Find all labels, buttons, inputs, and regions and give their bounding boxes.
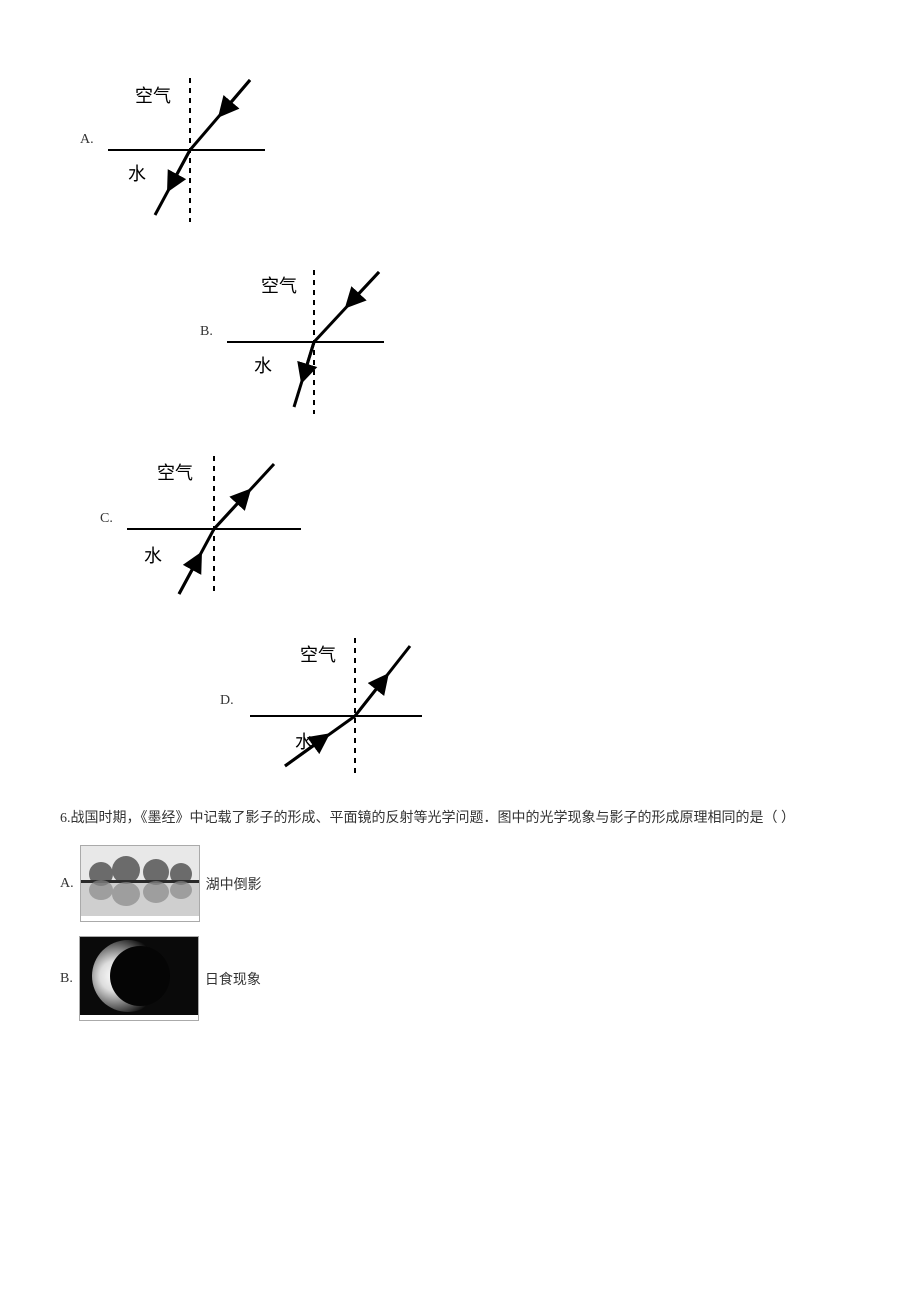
water-label: 水 — [144, 546, 162, 566]
option-c-label: C. — [100, 511, 113, 527]
option-c-row: C. 空气 水 — [100, 434, 860, 604]
q6-option-a-label: A. — [60, 876, 74, 892]
air-label: 空气 — [157, 463, 193, 483]
option-d-label: D. — [220, 693, 234, 709]
option-a-diagram: 空气 水 — [100, 50, 270, 230]
option-d-diagram: 空气 水 — [240, 616, 430, 786]
option-b-row: B. 空气 水 — [200, 242, 860, 422]
q6-option-a-image — [80, 845, 200, 922]
option-b-label: B. — [200, 324, 213, 340]
water-label: 水 — [128, 164, 146, 184]
option-a-row: A. 空气 水 — [80, 50, 860, 230]
question-6-text: 6.战国时期，《墨经》中记载了影子的形成、平面镜的反射等光学问题．图中的光学现象… — [60, 806, 860, 831]
air-label: 空气 — [261, 276, 297, 296]
q6-option-a-row: A. 湖中倒影 — [60, 845, 860, 922]
air-label: 空气 — [300, 645, 336, 665]
air-label: 空气 — [135, 86, 171, 106]
option-a-label: A. — [80, 132, 94, 148]
q6-option-b-row: B. 日食现象 — [60, 936, 860, 1021]
q6-option-a-caption: 湖中倒影 — [206, 874, 262, 894]
q6-option-b-caption: 日食现象 — [205, 969, 261, 989]
option-b-diagram: 空气 水 — [219, 242, 389, 422]
option-c-diagram: 空气 水 — [119, 434, 309, 604]
water-label: 水 — [254, 356, 272, 376]
q6-option-b-image — [79, 936, 199, 1021]
water-label: 水 — [295, 732, 313, 752]
q6-option-b-label: B. — [60, 971, 73, 987]
option-d-row: D. 空气 水 — [220, 616, 860, 786]
